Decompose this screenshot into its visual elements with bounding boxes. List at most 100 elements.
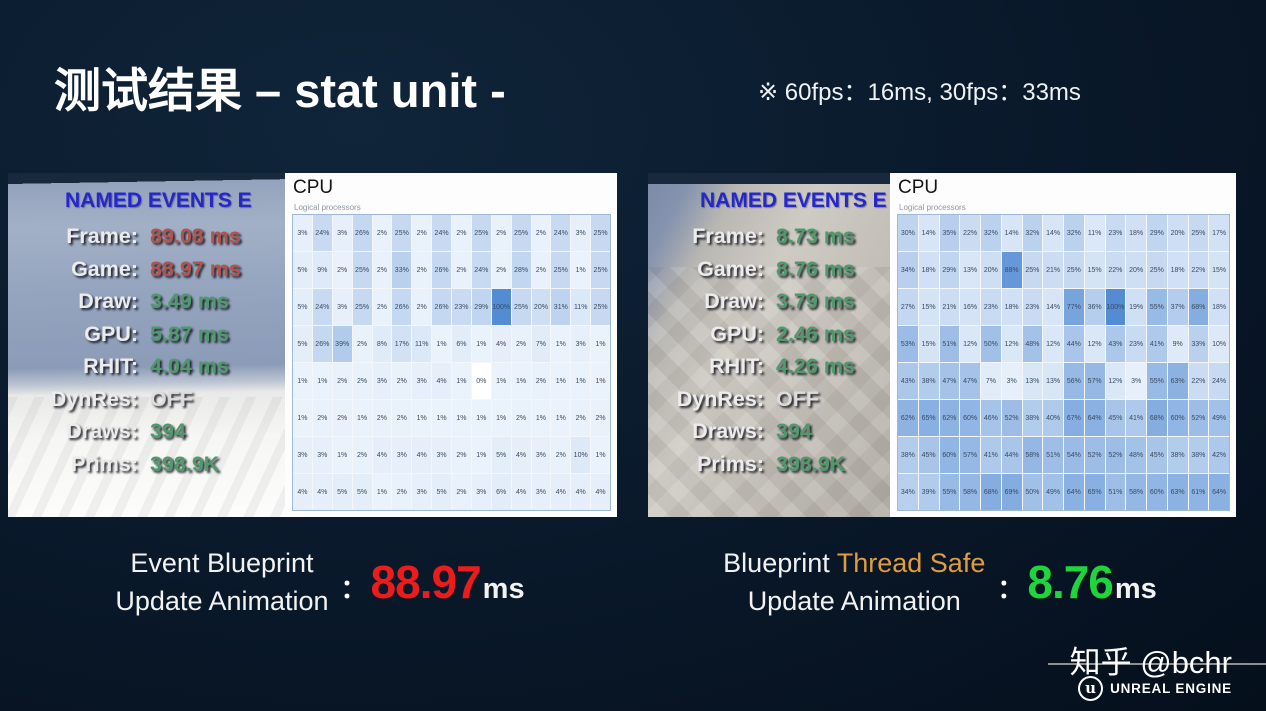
cpu-cell: 28% — [511, 252, 531, 288]
cpu-cell: 24% — [551, 215, 571, 251]
stat-label: Draws: — [66, 419, 138, 443]
stat-value: 398.9K — [776, 451, 846, 476]
caption-colon: ： — [340, 574, 367, 604]
cpu-cell: 52% — [1105, 437, 1126, 473]
cpu-cell: 1% — [591, 437, 610, 473]
cpu-cell: 5% — [332, 474, 352, 510]
cpu-cell: 23% — [1126, 326, 1146, 362]
cpu-cell: 4% — [511, 437, 531, 473]
logical-processors-label: Logical processors — [294, 203, 361, 212]
caption-value: 88.97 — [370, 556, 482, 608]
cpu-cell: 2% — [531, 252, 551, 288]
caption-line2: Update Animation — [115, 586, 329, 616]
cpu-cell: 2% — [531, 215, 551, 251]
stat-label: GPU: — [710, 321, 764, 346]
cpu-cell: 12% — [1084, 326, 1105, 362]
caption-value: 8.76 — [1027, 556, 1114, 608]
stat-value: OFF — [150, 386, 193, 411]
cpu-cell: 52% — [1188, 400, 1209, 436]
cpu-cell: 25% — [352, 252, 372, 288]
cpu-cell: 1% — [372, 474, 392, 510]
cpu-cell: 22% — [960, 215, 980, 251]
cpu-cell: 26% — [432, 252, 451, 288]
cpu-cell: 65% — [918, 400, 939, 436]
cpu-cell: 30% — [898, 215, 918, 251]
cpu-cell: 39% — [332, 326, 352, 362]
cpu-cell: 5% — [293, 289, 312, 325]
cpu-cell: 25% — [511, 215, 531, 251]
cpu-cell: 25% — [591, 289, 610, 325]
cpu-cell: 3% — [432, 437, 451, 473]
cpu-cell: 41% — [981, 437, 1001, 473]
cpu-cell: 2% — [392, 474, 412, 510]
cpu-panel-title: CPU — [898, 177, 939, 198]
stat-value: 398.9K — [150, 451, 220, 476]
stat-value: 3.49 ms — [150, 289, 229, 313]
cpu-cell: 5% — [293, 326, 312, 362]
cpu-cell: 1% — [293, 363, 312, 399]
cpu-panel-left: CPU Logical processors 3% 24% 3% 26% 2% 25% 2%… — [285, 173, 617, 517]
cpu-cell: 5% — [432, 474, 451, 510]
cpu-cell: 26% — [432, 289, 451, 325]
cpu-cell: 1% — [412, 400, 432, 436]
cpu-cell: 3% — [531, 437, 551, 473]
cpu-cell: 2% — [511, 400, 531, 436]
cpu-cell: 41% — [1126, 400, 1146, 436]
cpu-cell: 1% — [312, 363, 332, 399]
stat-label: Frame: — [66, 224, 138, 248]
cpu-cell: 58% — [1126, 474, 1146, 510]
cpu-cell: 3% — [1001, 363, 1022, 399]
cpu-cell: 18% — [1001, 289, 1022, 325]
cpu-cell: 25% — [1022, 252, 1043, 288]
cpu-cell: 15% — [1084, 252, 1105, 288]
cpu-cell: 25% — [591, 252, 610, 288]
unreal-u-icon: u — [1078, 676, 1104, 701]
cpu-cell: 1% — [471, 400, 491, 436]
cpu-cell: 32% — [981, 215, 1001, 251]
cpu-cell: 2% — [452, 252, 471, 288]
cpu-cell: 48% — [1022, 326, 1043, 362]
caption-line2: Update Animation — [747, 586, 961, 616]
cpu-cell: 3% — [412, 474, 432, 510]
cpu-cell: 69% — [1001, 474, 1022, 510]
cpu-cell: 3% — [293, 215, 312, 251]
cpu-cell: 63% — [1167, 363, 1188, 399]
cpu-cell: 3% — [293, 437, 312, 473]
caption-colon: ： — [997, 574, 1024, 604]
fps-reference-note: ※ 60fps：16ms, 30fps：33ms — [758, 79, 1081, 106]
cpu-cell: 22% — [1188, 363, 1209, 399]
cpu-cell: 1% — [491, 363, 511, 399]
unreal-engine-wordmark: UNREAL ENGINE — [1110, 681, 1232, 696]
cpu-cell: 12% — [1105, 363, 1126, 399]
cpu-cell: 18% — [1167, 252, 1188, 288]
cpu-cell: 2% — [352, 363, 372, 399]
cpu-cell: 3% — [392, 437, 412, 473]
cpu-cell: 3% — [332, 289, 352, 325]
cpu-cell: 4% — [432, 363, 451, 399]
cpu-cell: 68% — [1147, 400, 1167, 436]
game-viewport-right: NAMED EVENTS E Frame: 8.73 ms Game: 8.76 ms… — [648, 173, 890, 517]
cpu-cell: 2% — [491, 215, 511, 251]
cpu-cell: 1% — [591, 363, 610, 399]
cpu-cell: 53% — [898, 326, 918, 362]
stat-value: 394 — [776, 419, 812, 443]
cpu-cell: 55% — [1147, 289, 1167, 325]
stat-label: GPU: — [84, 321, 138, 346]
cpu-cell: 4% — [511, 474, 531, 510]
logical-processors-label: Logical processors — [899, 203, 966, 212]
cpu-cell: 60% — [939, 437, 960, 473]
cpu-cell: 1% — [332, 437, 352, 473]
screenshot-event-blueprint: NAMED EVENTS E Frame: 89.08 ms Game: 88.97 … — [8, 173, 617, 517]
caption-unit: ms — [482, 573, 525, 605]
cpu-cell: 14% — [1001, 215, 1022, 251]
cpu-cell: 68% — [981, 474, 1001, 510]
cpu-cell: 2% — [591, 400, 610, 436]
cpu-cell: 23% — [1022, 289, 1043, 325]
stat-value: 4.26 ms — [776, 354, 855, 378]
stat-value: 88.97 ms — [150, 256, 241, 281]
cpu-cell: 33% — [392, 252, 412, 288]
cpu-cell: 15% — [918, 289, 939, 325]
cpu-cell: 9% — [312, 252, 332, 288]
cpu-cell: 25% — [1188, 215, 1209, 251]
